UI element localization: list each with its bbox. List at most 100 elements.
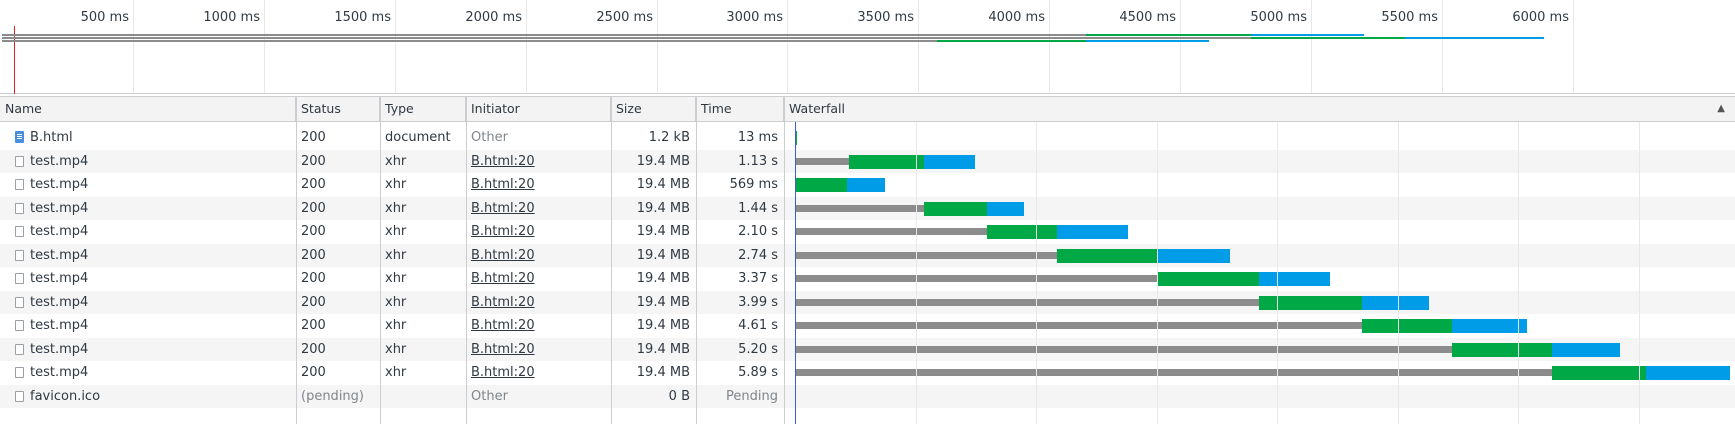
request-row[interactable]: test.mp4 200 xhr B.html:20 19.4 MB 4.61 s [0, 314, 1735, 338]
cell-initiator[interactable]: B.html:20 [471, 341, 535, 357]
waterfall-bar-wait[interactable] [795, 228, 987, 235]
cell-type: xhr [385, 271, 407, 286]
waterfall-bar-ttfb[interactable] [1157, 272, 1259, 286]
cell-time: 5.20 s [738, 341, 778, 357]
request-row[interactable]: test.mp4 200 xhr B.html:20 19.4 MB 2.74 s [0, 243, 1735, 268]
waterfall-bar-download[interactable] [1646, 366, 1730, 380]
request-row[interactable]: test.mp4 200 xhr B.html:20 19.4 MB 1.44 s [0, 196, 1735, 220]
cell-initiator[interactable]: B.html:20 [471, 153, 535, 169]
sort-ascending-icon[interactable]: ▲ [1717, 103, 1725, 114]
request-row[interactable]: test.mp4 200 xhr B.html:20 19.4 MB 5.20 s [0, 337, 1735, 361]
cell-name: B.html [0, 126, 296, 150]
request-row[interactable]: test.mp4 200 xhr B.html:20 19.4 MB 1.13 s [0, 149, 1735, 173]
cell-size: 19.4 MB [636, 341, 690, 357]
waterfall-bar-download[interactable] [1452, 319, 1527, 333]
request-row[interactable]: B.html 200 document Other 1.2 kB 13 ms [0, 126, 1735, 150]
cell-size: 19.4 MB [636, 294, 690, 310]
waterfall-bar-wait[interactable] [795, 322, 1362, 329]
overview-request-line [2, 37, 1251, 39]
cell-name: test.mp4 [0, 244, 296, 268]
waterfall-bar-ttfb[interactable] [795, 131, 797, 145]
cell-initiator[interactable]: B.html:20 [471, 200, 535, 216]
waterfall-bar-download[interactable] [924, 154, 975, 169]
overview-tick-label: 2000 ms [465, 10, 522, 25]
cell-status: 200 [301, 224, 326, 239]
column-header-name[interactable]: Name [0, 97, 296, 121]
network-overview[interactable]: 500 ms 1000 ms 1500 ms 2000 ms 2500 ms 3000 m… [0, 0, 1735, 94]
column-divider[interactable] [696, 96, 697, 424]
waterfall-bar-download[interactable] [1552, 342, 1620, 357]
request-name: test.mp4 [30, 200, 89, 216]
waterfall-bar-wait[interactable] [795, 298, 1259, 306]
waterfall-bar-download[interactable] [1259, 272, 1330, 286]
cell-status: 200 [301, 294, 326, 310]
document-icon [15, 131, 24, 143]
cell-size: 19.4 MB [636, 247, 690, 263]
column-header-status[interactable]: Status [296, 97, 380, 121]
request-row[interactable]: test.mp4 200 xhr B.html:20 19.4 MB 3.37 s [0, 267, 1735, 291]
waterfall-bar-ttfb[interactable] [1452, 342, 1552, 357]
request-row[interactable]: test.mp4 200 xhr B.html:20 19.4 MB 3.99 s [0, 290, 1735, 314]
cell-type: xhr [385, 177, 407, 192]
column-divider[interactable] [784, 96, 785, 424]
column-header-initiator[interactable]: Initiator [466, 97, 611, 121]
overview-request-line [1405, 37, 1544, 39]
request-row[interactable]: test.mp4 200 xhr B.html:20 19.4 MB 5.89 s [0, 361, 1735, 385]
column-divider[interactable] [296, 96, 297, 424]
waterfall-bar-wait[interactable] [795, 204, 924, 212]
request-row[interactable]: test.mp4 200 xhr B.html:20 19.4 MB 2.10 s [0, 220, 1735, 244]
waterfall-bar-ttfb[interactable] [849, 154, 924, 169]
column-header-type[interactable]: Type [380, 97, 466, 121]
waterfall-gridline [1398, 122, 1399, 424]
cell-initiator[interactable]: B.html:20 [471, 177, 535, 192]
cell-initiator[interactable]: B.html:20 [471, 294, 535, 310]
cell-time: 13 ms [737, 130, 778, 145]
waterfall-bar-wait[interactable] [795, 157, 849, 165]
column-divider[interactable] [611, 96, 612, 424]
cell-initiator[interactable]: B.html:20 [471, 271, 535, 286]
waterfall-bar-ttfb[interactable] [1552, 366, 1646, 380]
cell-status: 200 [301, 200, 326, 216]
column-header-waterfall[interactable]: Waterfall ▲ [784, 97, 1735, 121]
overview-request-line [1251, 37, 1405, 39]
waterfall-bar-ttfb[interactable] [987, 225, 1057, 239]
waterfall-bar-download[interactable] [1362, 295, 1429, 310]
column-header-time[interactable]: Time [696, 97, 784, 121]
waterfall-bar-ttfb[interactable] [795, 178, 847, 192]
cell-initiator[interactable]: B.html:20 [471, 365, 535, 380]
waterfall-bar-ttfb[interactable] [1057, 248, 1157, 263]
cell-initiator[interactable]: B.html:20 [471, 247, 535, 263]
waterfall-bar-ttfb[interactable] [924, 201, 988, 216]
cell-name: test.mp4 [0, 267, 296, 291]
request-row[interactable]: favicon.ico (pending) Other 0 B Pending [0, 384, 1735, 408]
cell-size: 19.4 MB [636, 224, 690, 239]
waterfall-bar-download[interactable] [987, 201, 1024, 216]
cell-status: 200 [301, 271, 326, 286]
cell-time: Pending [726, 388, 778, 404]
cell-type: xhr [385, 200, 407, 216]
column-divider[interactable] [466, 96, 467, 424]
waterfall-bar-wait[interactable] [795, 345, 1452, 353]
waterfall-bar-download[interactable] [1057, 225, 1128, 239]
waterfall-bar-wait[interactable] [795, 369, 1552, 376]
waterfall-bar-download[interactable] [1157, 248, 1230, 263]
waterfall-bar-wait[interactable] [795, 275, 1157, 282]
cell-name: test.mp4 [0, 173, 296, 197]
waterfall-bar-ttfb[interactable] [1259, 295, 1362, 310]
waterfall-gridline [1518, 122, 1519, 424]
waterfall-bar-download[interactable] [847, 178, 885, 192]
waterfall-bar-wait[interactable] [795, 251, 1057, 259]
request-row[interactable]: test.mp4 200 xhr B.html:20 19.4 MB 569 ms [0, 173, 1735, 197]
request-name: test.mp4 [30, 365, 89, 380]
overview-gridline [526, 0, 527, 93]
cell-name: test.mp4 [0, 314, 296, 338]
column-header-size[interactable]: Size [611, 97, 696, 121]
overview-tick-label: 3500 ms [857, 10, 914, 25]
dom-content-loaded-marker [14, 26, 15, 94]
cell-time: 2.10 s [738, 224, 778, 239]
waterfall-bar-ttfb[interactable] [1362, 319, 1453, 333]
overview-tick-label: 1500 ms [334, 10, 391, 25]
cell-initiator[interactable]: B.html:20 [471, 318, 535, 333]
column-divider[interactable] [380, 96, 381, 424]
cell-initiator[interactable]: B.html:20 [471, 224, 535, 239]
